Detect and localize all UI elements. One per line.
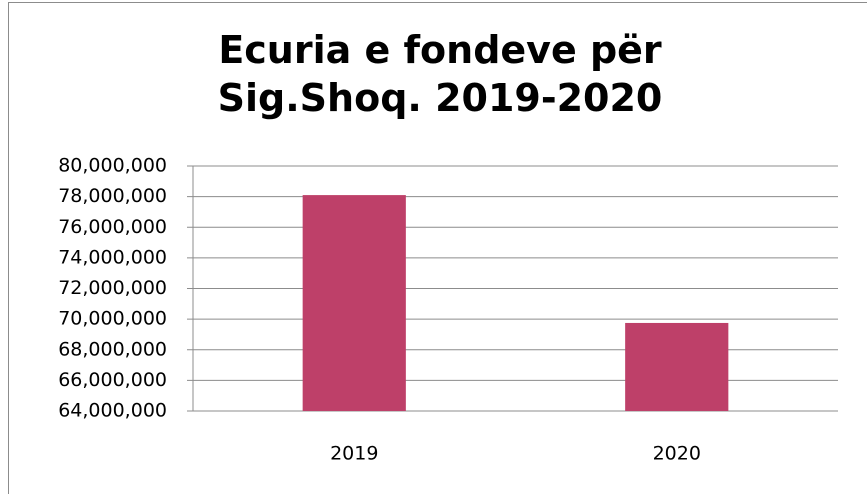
bar — [302, 195, 406, 411]
y-tick-label: 64,000,000 — [58, 400, 167, 422]
y-tick-label: 66,000,000 — [58, 369, 167, 391]
chart-border — [8, 2, 867, 494]
chart-title: Ecuria e fondeve për Sig.Shoq. 2019-2020 — [217, 28, 663, 120]
y-tick-label: 70,000,000 — [58, 308, 167, 330]
y-tick-label: 80,000,000 — [58, 155, 167, 177]
y-tick-label: 72,000,000 — [58, 277, 167, 299]
bar — [625, 322, 729, 411]
y-tick-label: 68,000,000 — [58, 338, 167, 360]
y-tick-label: 74,000,000 — [58, 246, 167, 268]
y-tick-label: 76,000,000 — [58, 216, 167, 238]
x-tick-label: 2019 — [330, 443, 378, 465]
y-tick-label: 78,000,000 — [58, 185, 167, 207]
x-tick-label: 2020 — [653, 443, 701, 465]
